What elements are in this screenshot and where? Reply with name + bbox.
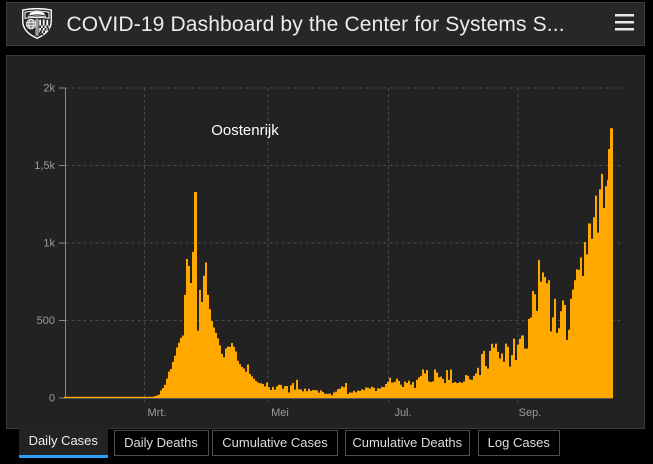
svg-text:Oostenrijk: Oostenrijk xyxy=(211,122,279,139)
svg-text:1k: 1k xyxy=(43,238,55,250)
svg-text:Mei: Mei xyxy=(271,407,289,419)
svg-text:0: 0 xyxy=(49,393,55,405)
svg-text:2k: 2k xyxy=(43,83,55,95)
svg-text:Jul.: Jul. xyxy=(394,407,411,419)
svg-text:1,5k: 1,5k xyxy=(34,160,55,172)
svg-text:500: 500 xyxy=(37,315,55,327)
svg-text:Mrt.: Mrt. xyxy=(148,407,167,419)
svg-text:Sep.: Sep. xyxy=(519,407,542,419)
